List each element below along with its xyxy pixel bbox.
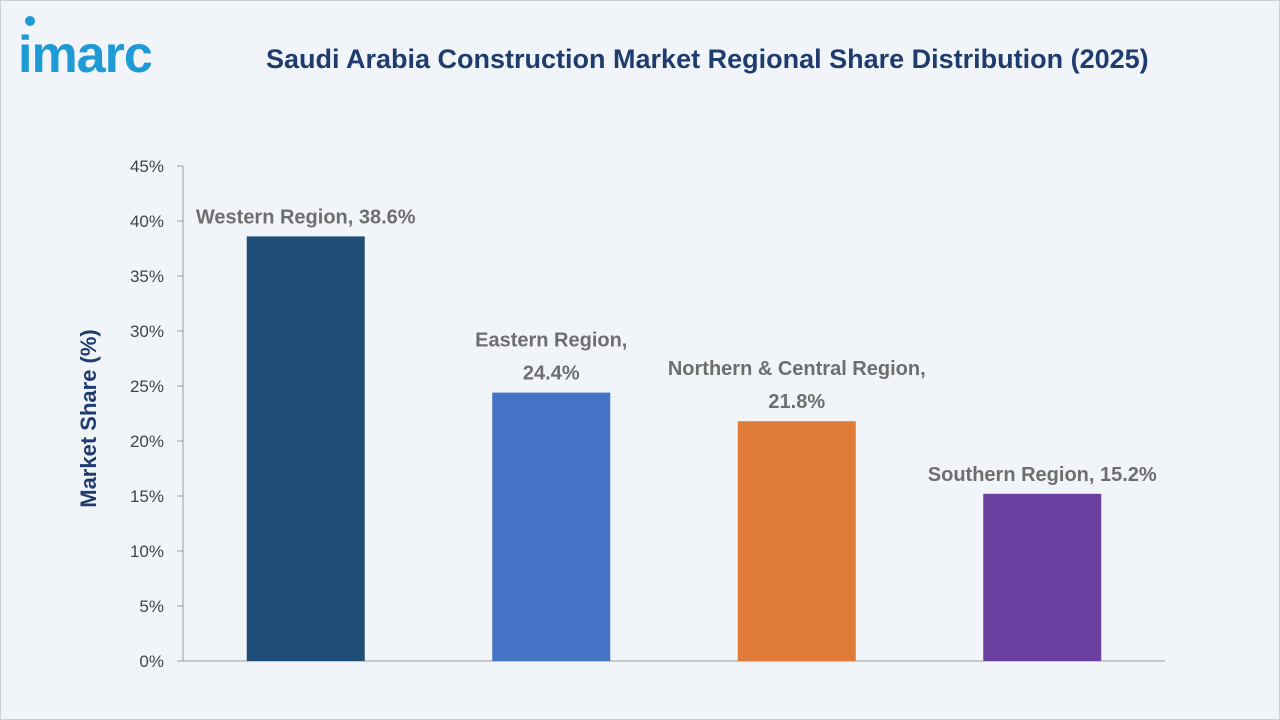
data-label-3: 21.8% — [768, 391, 825, 413]
bar-1 — [246, 236, 365, 661]
data-label-4: Southern Region, 15.2% — [928, 464, 1157, 486]
chart-title: Saudi Arabia Construction Market Regiona… — [266, 44, 1149, 74]
y-axis-title: Market Share (%) — [76, 329, 101, 508]
y-tick-label: 25% — [130, 377, 164, 396]
bar-2 — [492, 392, 611, 661]
data-label-2: 24.4% — [523, 363, 580, 385]
imarc-logo: imarc — [18, 16, 153, 84]
y-tick-label: 20% — [130, 432, 164, 451]
y-tick-label: 45% — [130, 157, 164, 176]
y-tick-label: 30% — [130, 322, 164, 341]
data-label-3: Northern & Central Region, — [668, 358, 926, 380]
bar-3 — [737, 421, 856, 661]
y-tick-label: 5% — [139, 597, 164, 616]
y-tick-label: 0% — [139, 652, 164, 671]
logo-text: imarc — [18, 26, 152, 84]
logo-dot — [25, 16, 35, 26]
y-tick-label: 35% — [130, 267, 164, 286]
y-tick-label: 15% — [130, 487, 164, 506]
y-tick-label: 10% — [130, 542, 164, 561]
y-tick-label: 40% — [130, 212, 164, 231]
data-label-2: Eastern Region, — [475, 330, 627, 352]
bar-4 — [983, 493, 1102, 661]
data-label-1: Western Region, 38.6% — [196, 206, 416, 228]
